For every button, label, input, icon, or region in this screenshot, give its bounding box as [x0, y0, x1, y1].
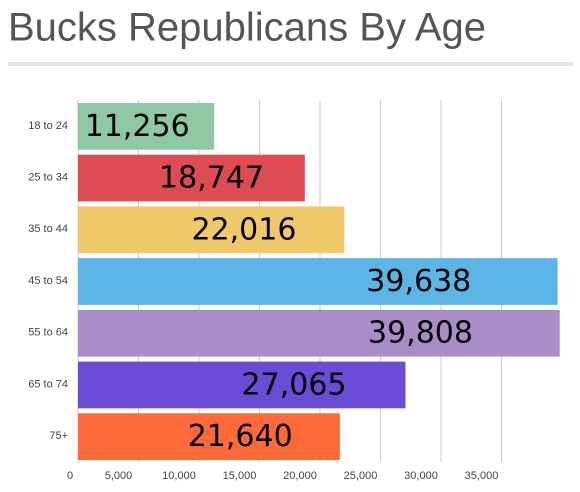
x-tick-label: 0 [67, 470, 73, 482]
x-tick-label: 5,000 [105, 470, 133, 482]
value-label: 27,065 [242, 367, 347, 402]
x-tick-label: 20,000 [283, 470, 317, 482]
value-label: 22,016 [191, 212, 296, 247]
x-tick-label: 35,000 [465, 470, 499, 482]
bar [78, 154, 305, 202]
bar [78, 361, 406, 409]
y-tick-label: 55 to 64 [28, 327, 68, 339]
value-label: 21,640 [188, 419, 293, 454]
bar [78, 258, 558, 305]
value-label: 18,747 [159, 161, 264, 196]
y-tick-label: 25 to 34 [28, 171, 68, 183]
bar [78, 206, 345, 254]
value-label: 39,808 [368, 316, 473, 351]
y-tick-label: 65 to 74 [28, 378, 68, 390]
y-tick-label: 35 to 44 [28, 223, 68, 235]
x-tick-label: 15,000 [223, 470, 257, 482]
bar [78, 103, 215, 150]
y-tick-label: 45 to 54 [28, 275, 68, 287]
y-tick-label: 75+ [49, 430, 68, 442]
bar [78, 413, 340, 460]
bar [78, 309, 560, 357]
x-tick-label: 25,000 [344, 470, 378, 482]
y-tick-label: 18 to 24 [28, 120, 68, 132]
title-rule [8, 62, 573, 66]
x-tick-label: 10,000 [162, 470, 196, 482]
value-label: 39,638 [366, 264, 471, 299]
chart-title: Bucks Republicans By Age [8, 6, 486, 50]
x-tick-label: 30,000 [404, 470, 438, 482]
value-label: 11,256 [85, 109, 190, 144]
